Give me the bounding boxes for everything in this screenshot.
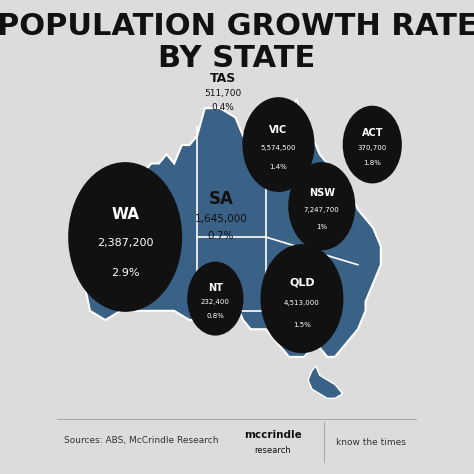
Text: research: research [255,446,292,455]
Circle shape [242,97,315,192]
Polygon shape [308,366,343,398]
Text: Sources: ABS, McCrindle Research: Sources: ABS, McCrindle Research [64,437,219,445]
Circle shape [260,244,344,353]
Circle shape [187,262,244,336]
Text: 1.5%: 1.5% [293,322,311,328]
Text: VIC: VIC [269,125,288,136]
Text: NT: NT [208,283,223,292]
Circle shape [343,106,402,183]
Text: 1.8%: 1.8% [364,160,381,166]
Text: know the times: know the times [336,438,405,447]
Text: 511,700: 511,700 [204,89,241,98]
Text: ACT: ACT [362,128,383,138]
Text: 1.4%: 1.4% [270,164,287,170]
Text: 232,400: 232,400 [201,299,230,305]
Text: QLD: QLD [289,277,315,287]
Text: 5,574,500: 5,574,500 [261,146,296,151]
Text: 2,387,200: 2,387,200 [97,238,154,248]
Circle shape [68,162,182,312]
Text: 7,247,700: 7,247,700 [304,207,340,213]
Text: 1%: 1% [316,224,328,230]
Text: 0.8%: 0.8% [206,313,224,319]
Text: 4,513,000: 4,513,000 [284,300,320,306]
Text: 1,645,000: 1,645,000 [194,214,247,225]
Text: TAS: TAS [210,72,236,85]
Text: mccrindle: mccrindle [244,429,302,440]
Text: 2.9%: 2.9% [111,268,139,278]
Text: NSW: NSW [309,188,335,198]
Circle shape [288,162,356,250]
Text: WA: WA [111,207,139,222]
Text: POPULATION GROWTH RATE
BY STATE: POPULATION GROWTH RATE BY STATE [0,12,474,73]
Text: 0.4%: 0.4% [211,103,234,112]
Text: SA: SA [209,190,233,208]
Text: 0.7%: 0.7% [208,230,234,241]
Polygon shape [75,99,381,357]
Text: 370,700: 370,700 [358,145,387,151]
